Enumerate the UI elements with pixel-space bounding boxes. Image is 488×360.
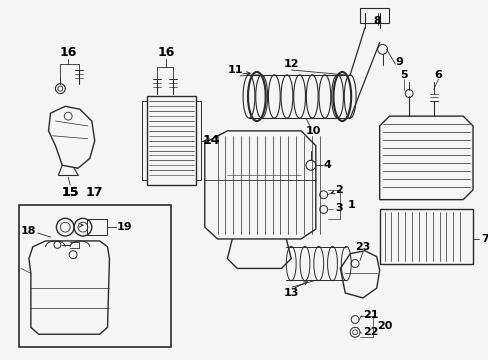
Text: 16: 16 bbox=[60, 46, 77, 59]
Text: 7: 7 bbox=[480, 234, 488, 244]
Text: 15: 15 bbox=[61, 186, 79, 199]
Text: 20: 20 bbox=[376, 321, 391, 332]
Text: 17: 17 bbox=[86, 186, 103, 199]
Text: 22: 22 bbox=[362, 327, 378, 337]
Bar bbox=[379, 210, 472, 264]
Text: 15: 15 bbox=[61, 186, 79, 199]
Text: 4: 4 bbox=[323, 160, 331, 170]
Bar bbox=[87, 219, 106, 235]
Text: 2: 2 bbox=[335, 185, 343, 195]
Text: 16: 16 bbox=[158, 46, 175, 59]
Text: 13: 13 bbox=[283, 288, 298, 298]
Text: 6: 6 bbox=[434, 70, 442, 80]
Text: 23: 23 bbox=[355, 242, 370, 252]
Text: 12: 12 bbox=[283, 59, 298, 69]
Text: 11: 11 bbox=[227, 65, 243, 75]
Text: 10: 10 bbox=[305, 126, 321, 136]
Text: 9: 9 bbox=[395, 57, 403, 67]
Text: 14: 14 bbox=[203, 134, 220, 147]
Text: 21: 21 bbox=[362, 310, 378, 320]
Bar bbox=[359, 8, 389, 23]
Text: 3: 3 bbox=[335, 203, 343, 212]
Text: 8: 8 bbox=[373, 16, 381, 26]
Text: 1: 1 bbox=[346, 199, 354, 210]
Text: 19: 19 bbox=[116, 222, 132, 232]
Text: 18: 18 bbox=[20, 226, 36, 236]
Bar bbox=[19, 204, 171, 347]
Text: 5: 5 bbox=[400, 70, 407, 80]
Bar bbox=[142, 102, 146, 180]
Bar bbox=[196, 102, 201, 180]
Bar bbox=[146, 96, 196, 185]
